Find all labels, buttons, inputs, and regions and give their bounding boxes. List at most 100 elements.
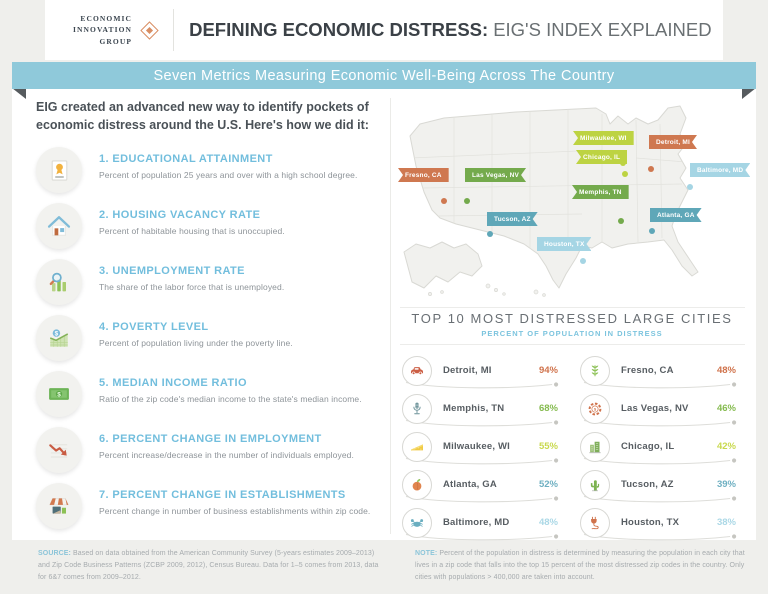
note-text: Percent of the population in distress is… <box>415 550 745 581</box>
city-percent: 94% <box>538 365 558 376</box>
metric-item-4: $ 4. POVERTY LEVEL Percent of population… <box>36 315 386 361</box>
row-underline <box>583 495 737 503</box>
row-underline <box>583 419 737 427</box>
certificate-icon <box>36 147 82 193</box>
us-map-shape <box>403 105 699 297</box>
section-divider-bottom <box>400 344 745 345</box>
map-dot-fresno <box>441 198 447 204</box>
city-percent: 46% <box>716 403 736 414</box>
city-name: Las Vegas, NV <box>621 403 689 414</box>
page-title-bold: DEFINING ECONOMIC DISTRESS: <box>189 19 489 40</box>
building-icon <box>580 432 610 462</box>
city-name: Detroit, MI <box>443 365 492 376</box>
eig-logo-text: ECONOMIC INNOVATION GROUP <box>73 13 132 48</box>
city-name: Fresno, CA <box>621 365 674 376</box>
peach-icon <box>402 470 432 500</box>
city-percent: 52% <box>538 479 558 490</box>
coin-chart-icon: $ <box>36 315 82 361</box>
row-underline <box>583 457 737 465</box>
map-label-detroit: Detroit, MI <box>649 135 697 149</box>
row-underline <box>405 495 559 503</box>
metric-desc: Percent change in number of business est… <box>99 506 371 516</box>
svg-text:$: $ <box>57 391 61 398</box>
svg-text:$: $ <box>594 408 597 412</box>
source-text: Based on data obtained from the American… <box>38 550 379 581</box>
row-underline <box>583 381 737 389</box>
ribbon-fold-left <box>12 88 26 99</box>
map-dot-memphis <box>618 218 624 224</box>
intro-text: EIG created an advanced new way to ident… <box>36 100 369 133</box>
eig-logo: ECONOMIC INNOVATION GROUP <box>73 13 169 48</box>
page-title: DEFINING ECONOMIC DISTRESS: EIG'S INDEX E… <box>189 19 712 41</box>
city-row-milwaukee: Milwaukee, WI 55% <box>402 432 564 468</box>
city-percent: 48% <box>716 365 736 376</box>
map-label-fresno: Fresno, CA <box>398 168 449 182</box>
map-label-baltimore: Baltimore, MD <box>690 163 750 177</box>
alaska-shape <box>403 241 483 289</box>
house-icon <box>36 203 82 249</box>
row-underline <box>405 381 559 389</box>
metric-desc: Percent of population living under the p… <box>99 338 293 348</box>
metric-desc: Percent increase/decrease in the number … <box>99 450 354 460</box>
map-dot-baltimore <box>687 184 693 190</box>
cactus-icon <box>580 470 610 500</box>
map-label-houston: Houston, TX <box>537 237 591 251</box>
metric-item-7: 7. PERCENT CHANGE IN ESTABLISHMENTS Perc… <box>36 483 386 529</box>
crab-icon <box>402 508 432 538</box>
row-underline <box>405 457 559 465</box>
city-name: Baltimore, MD <box>443 517 510 528</box>
map-dot-detroit <box>648 166 654 172</box>
plant-icon <box>580 356 610 386</box>
section-divider-top <box>400 307 745 308</box>
city-percent: 55% <box>538 441 558 452</box>
city-percent: 39% <box>716 479 736 490</box>
city-percent: 42% <box>716 441 736 452</box>
metric-title: 3. UNEMPLOYMENT RATE <box>99 265 245 277</box>
chart-magnifier-icon <box>36 259 82 305</box>
row-underline <box>583 533 737 541</box>
metric-title: 7. PERCENT CHANGE IN ESTABLISHMENTS <box>99 489 346 501</box>
city-name: Milwaukee, WI <box>443 441 511 452</box>
poker-chip-icon: $ <box>580 394 610 424</box>
note-label: NOTE: <box>415 550 438 557</box>
metric-item-6: 6. PERCENT CHANGE IN EMPLOYMENT Percent … <box>36 427 386 473</box>
city-percent: 38% <box>716 517 736 528</box>
map-label-las-vegas: Las Vegas, NV <box>465 168 526 182</box>
subtitle-ribbon: Seven Metrics Measuring Economic Well-Be… <box>12 62 756 89</box>
map-label-milwaukee: Milwaukee, WI <box>573 131 634 145</box>
metric-desc: Percent of habitable housing that is uno… <box>99 226 285 236</box>
dollar-bill-icon: $ <box>36 371 82 417</box>
logo-line: INNOVATION <box>73 25 133 35</box>
logo-line: GROUP <box>99 36 133 46</box>
city-row-tucson: Tucson, AZ 39% <box>580 470 742 506</box>
map-label-atlanta: Atlanta, GA <box>650 208 702 222</box>
us-map: Milwaukee, WI Detroit, MI Chicago, IL Ba… <box>396 96 748 304</box>
city-percent: 68% <box>538 403 558 414</box>
metric-desc: Ratio of the zip code's median income to… <box>99 394 362 404</box>
subtitle-ribbon-text: Seven Metrics Measuring Economic Well-Be… <box>153 67 615 84</box>
map-dot-houston <box>580 258 586 264</box>
source-label: SOURCE: <box>38 550 71 557</box>
metric-desc: Percent of population 25 years and over … <box>99 170 358 180</box>
method-note: NOTE: Percent of the population in distr… <box>415 548 747 584</box>
map-dot-tucson <box>487 231 493 237</box>
map-dot-chicago <box>622 171 628 177</box>
city-name: Chicago, IL <box>621 441 675 452</box>
map-label-memphis: Memphis, TN <box>572 185 629 199</box>
header: ECONOMIC INNOVATION GROUP DEFINING ECONO… <box>45 0 723 60</box>
metric-title: 1. EDUCATIONAL ATTAINMENT <box>99 153 273 165</box>
microphone-icon <box>402 394 432 424</box>
source-note: SOURCE: Based on data obtained from the … <box>38 548 386 584</box>
column-divider <box>390 98 391 534</box>
row-underline <box>405 533 559 541</box>
city-row-atlanta: Atlanta, GA 52% <box>402 470 564 506</box>
metric-title: 5. MEDIAN INCOME RATIO <box>99 377 247 389</box>
city-name: Houston, TX <box>621 517 680 528</box>
top10-subtitle: PERCENT OF POPULATION IN DISTRESS <box>481 329 663 338</box>
metric-desc: The share of the labor force that is une… <box>99 282 285 292</box>
map-label-tucson: Tucson, AZ <box>487 212 538 226</box>
declining-line-icon <box>36 427 82 473</box>
map-label-chicago: Chicago, IL <box>576 150 628 164</box>
metric-item-5: $ 5. MEDIAN INCOME RATIO Ratio of the zi… <box>36 371 386 417</box>
city-row-memphis: Memphis, TN 68% <box>402 394 564 430</box>
